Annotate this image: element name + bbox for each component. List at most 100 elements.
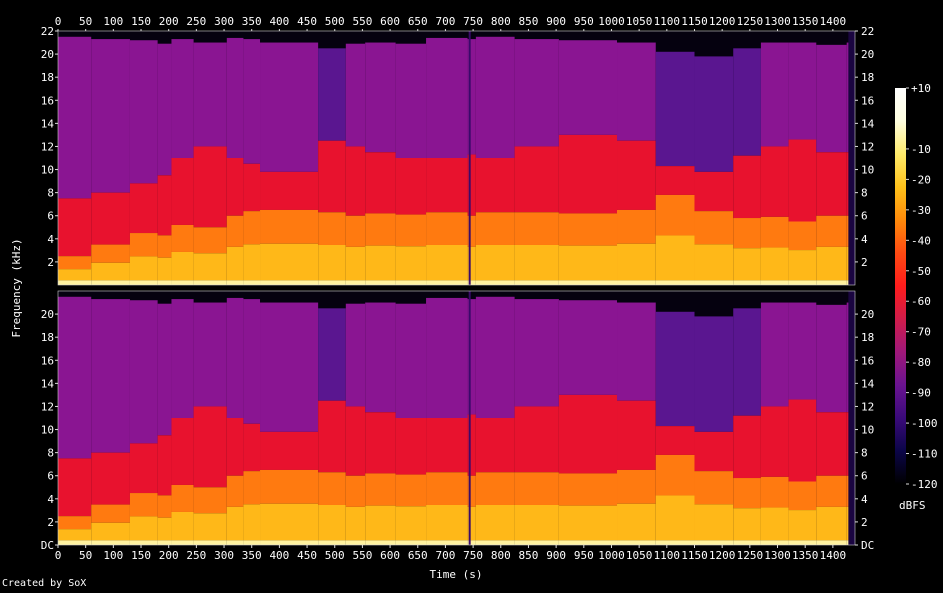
bass-band [475,244,515,281]
mid-band [345,406,366,476]
low-band [475,472,515,505]
dc-band [788,540,817,545]
high-band [617,42,656,141]
x-tick-label-bottom: 1100 [654,549,681,562]
x-tick-label-bottom: 600 [380,549,400,562]
bass-band [226,506,244,541]
channel-2-heatmap [58,291,855,545]
y-tick-label-left: 12 [41,400,54,413]
high-band [345,303,366,407]
x-tick-label-bottom: 300 [214,549,234,562]
high-band [655,51,695,167]
bass-band [514,504,559,541]
dc-band [171,280,194,285]
y-tick-label-right: 14 [861,117,875,130]
dc-band [365,540,396,545]
bass-band [226,246,244,281]
x-tick-label-bottom: 500 [325,549,345,562]
bass-band [475,504,515,541]
low-band [91,504,130,523]
x-tick-label-top: 650 [408,15,428,28]
y-tick-label-left: 18 [41,71,54,84]
bass-band [365,245,396,281]
mid-band [171,158,194,225]
low-band [171,484,194,512]
y-tick-label-right: DC [861,539,874,552]
low-band [129,493,158,517]
mid-band [467,154,476,216]
mid-band [694,431,734,472]
spectrogram-segment [318,48,346,285]
spectrogram-segment [475,36,515,285]
low-band [475,212,515,245]
y-tick-label-right: 12 [861,140,874,153]
high-band [467,299,476,415]
mid-band [58,198,92,257]
mid-band [426,418,468,473]
high-band [365,42,396,153]
y-tick-label-left: 2 [47,256,54,269]
dc-band [129,280,158,285]
high-band [193,302,227,407]
bass-band [395,246,427,281]
dc-band [514,540,559,545]
dc-band [760,540,789,545]
y-tick-label-right: 10 [861,424,874,437]
low-band [694,211,734,245]
bass-band [157,257,172,281]
spectrogram-segment [514,39,559,285]
dc-band [365,280,396,285]
spectrogram-segment [733,48,761,285]
x-tick-label-bottom: 1300 [764,549,791,562]
low-band [243,211,261,245]
dc-band [345,540,366,545]
dc-band [617,540,656,545]
spectrogram-segment [226,37,244,285]
spectrogram-segment [58,36,92,285]
mid-band [788,139,817,222]
silence-gap [468,291,471,545]
low-band [243,471,261,505]
spectrogram-segment [58,296,92,545]
spectrogram-segment [365,302,396,545]
dc-band [694,540,734,545]
low-band [816,475,847,507]
spectrogram-segment [91,39,130,285]
low-band [467,215,476,247]
y-tick-label-right: 22 [861,25,874,38]
mid-band [788,399,817,482]
colorbar-tick-label: -120 [911,478,938,491]
spectrogram-segment [467,39,476,285]
high-band [226,37,244,158]
mid-band [58,458,92,517]
spectrogram-segment [171,39,194,285]
y-tick-label-right: 14 [861,377,875,390]
spectrogram-segment [345,43,366,285]
dc-band [816,280,847,285]
low-band [655,194,695,236]
high-band [395,43,427,159]
mid-band [365,152,396,214]
x-tick-label-bottom: 550 [352,549,372,562]
dc-band [475,540,515,545]
mid-band [760,146,789,217]
mid-band [226,158,244,216]
x-tick-label-bottom: 50 [79,549,92,562]
mid-band [558,134,618,214]
dc-band [171,540,194,545]
axes: 0 0 50 50 100 100 150 150 200 200 250 250 300 300 350 3… [41,15,875,562]
low-band [226,475,244,507]
bass-band [694,504,734,541]
high-band [395,303,427,418]
mid-band [193,146,227,228]
dc-band [91,280,130,285]
x-tick-label-top: 950 [574,15,594,28]
high-band [816,304,847,413]
x-tick-label-top: 700 [435,15,455,28]
dc-band [558,280,618,285]
mid-band [694,171,734,212]
x-tick-label-bottom: 400 [269,549,289,562]
mid-band [193,406,227,488]
x-tick-label-bottom: 100 [103,549,123,562]
